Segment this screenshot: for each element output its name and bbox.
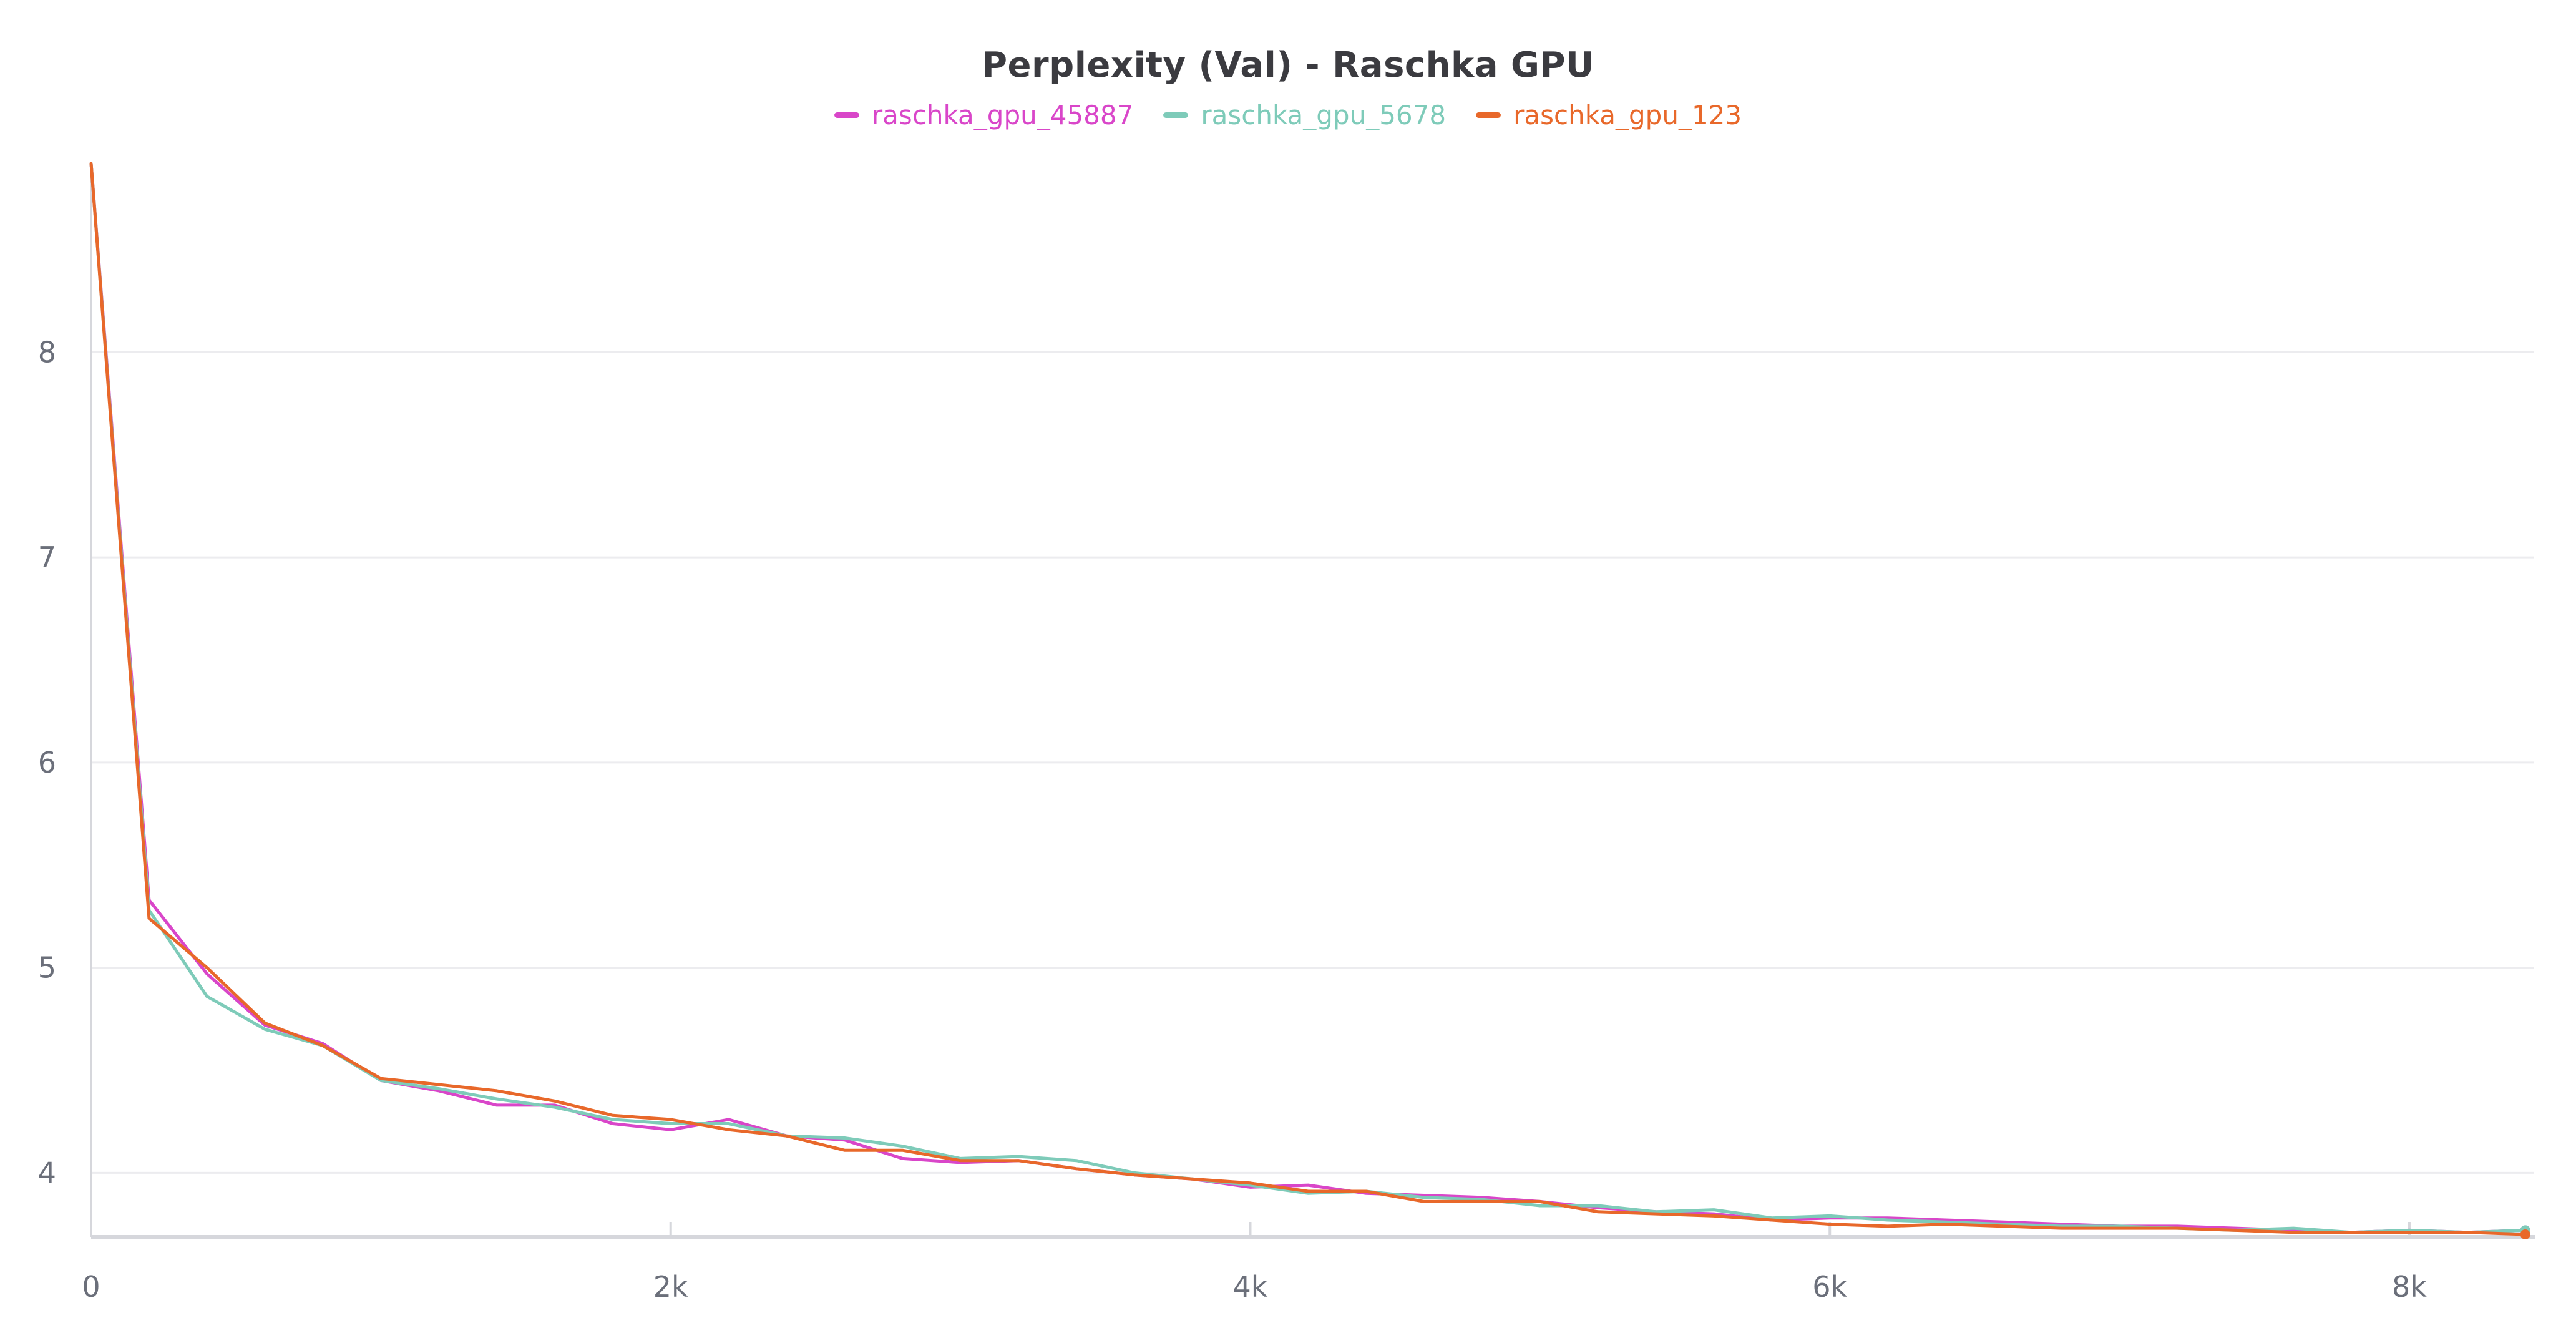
y-tick-label: 4 — [38, 1156, 56, 1189]
y-tick-label: 7 — [38, 540, 56, 574]
x-tick-label: 2k — [653, 1270, 688, 1304]
x-tick-label: 8k — [2392, 1270, 2427, 1304]
series-line — [89, 162, 2527, 1236]
x-tick-label: 4k — [1233, 1270, 1268, 1304]
legend-label: raschka_gpu_123 — [1513, 100, 1742, 130]
y-tick-label: 5 — [38, 951, 56, 985]
legend-label: raschka_gpu_45887 — [871, 100, 1134, 130]
series-line — [89, 162, 2527, 1234]
chart-title: Perplexity (Val) - Raschka GPU — [982, 45, 1594, 85]
series-end-point — [2520, 1229, 2530, 1239]
series-line — [89, 162, 2527, 1234]
series-lines — [89, 162, 2530, 1239]
legend-item[interactable]: raschka_gpu_45887 — [834, 100, 1133, 130]
legend-item[interactable]: raschka_gpu_5678 — [1163, 100, 1446, 130]
axes — [90, 164, 2535, 1239]
legend-swatch — [1163, 112, 1189, 118]
legend-swatch — [1476, 112, 1501, 118]
y-tick-label: 8 — [38, 335, 56, 369]
chart-legend: raschka_gpu_45887 raschka_gpu_5678 raschka… — [0, 100, 2576, 130]
tick-labels: 4 5 6 7 8 0 2k 4k 6k 8k — [38, 335, 2427, 1304]
x-tick-label: 0 — [82, 1270, 100, 1304]
x-tick-label: 6k — [1812, 1270, 1847, 1304]
grid-lines — [91, 351, 2534, 1174]
legend-label: raschka_gpu_5678 — [1201, 100, 1447, 130]
legend-swatch — [834, 112, 859, 118]
y-tick-label: 6 — [38, 746, 56, 779]
legend-item[interactable]: raschka_gpu_123 — [1476, 100, 1742, 130]
